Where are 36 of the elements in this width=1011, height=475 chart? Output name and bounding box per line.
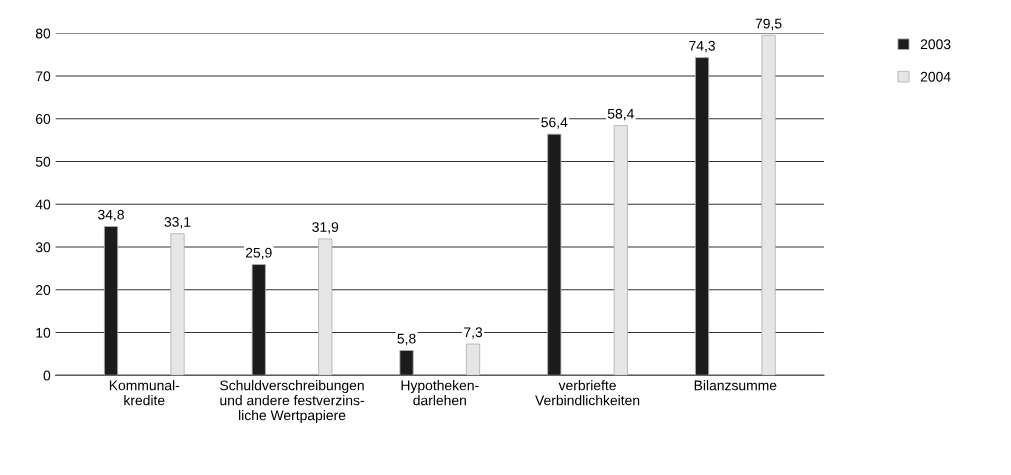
y-tick-label: 50 [35,156,51,167]
y-tick-label: 40 [35,199,51,210]
legend-label: 2003 [920,39,951,50]
data-label: 34,8 [98,209,124,222]
y-tick-label: 70 [36,71,51,82]
data-label: 5,8 [397,333,416,346]
data-label: 33,1 [164,217,191,229]
bar [170,233,185,376]
y-tick-label: 20 [36,285,51,295]
y-tick-label: 30 [35,242,51,253]
x-tick-label: Bilanzsumme [694,380,777,391]
x-tick-label: Kommunal- kredite [109,380,180,406]
data-label: 7,3 [464,327,483,339]
data-label: 25,9 [245,247,272,260]
bar [547,133,562,376]
bar [465,343,481,376]
y-tick-label: 80 [35,28,51,39]
y-tick-label: 60 [36,114,51,124]
bar [251,264,266,376]
bar [613,125,628,376]
data-label: 31,9 [312,222,339,234]
bar [694,57,710,376]
data-label: 79,5 [755,18,782,31]
data-label: 74,3 [689,40,715,53]
x-tick-label: Schuldverschreibungen und andere festverzins- liche Wertpapiere [220,380,364,423]
x-tick-label: Hypotheken- darlehen [401,380,479,406]
data-label: 58,4 [607,108,634,121]
bar [103,226,119,376]
bar [399,350,414,376]
legend-label: 2004 [920,71,951,82]
bar [318,238,333,376]
y-tick-label: 0 [43,370,51,381]
bar [761,34,776,376]
data-label: 56,4 [541,117,568,129]
x-tick-label: verbriefte Verbindlichkeiten [535,380,640,406]
y-tick-label: 10 [36,327,51,338]
